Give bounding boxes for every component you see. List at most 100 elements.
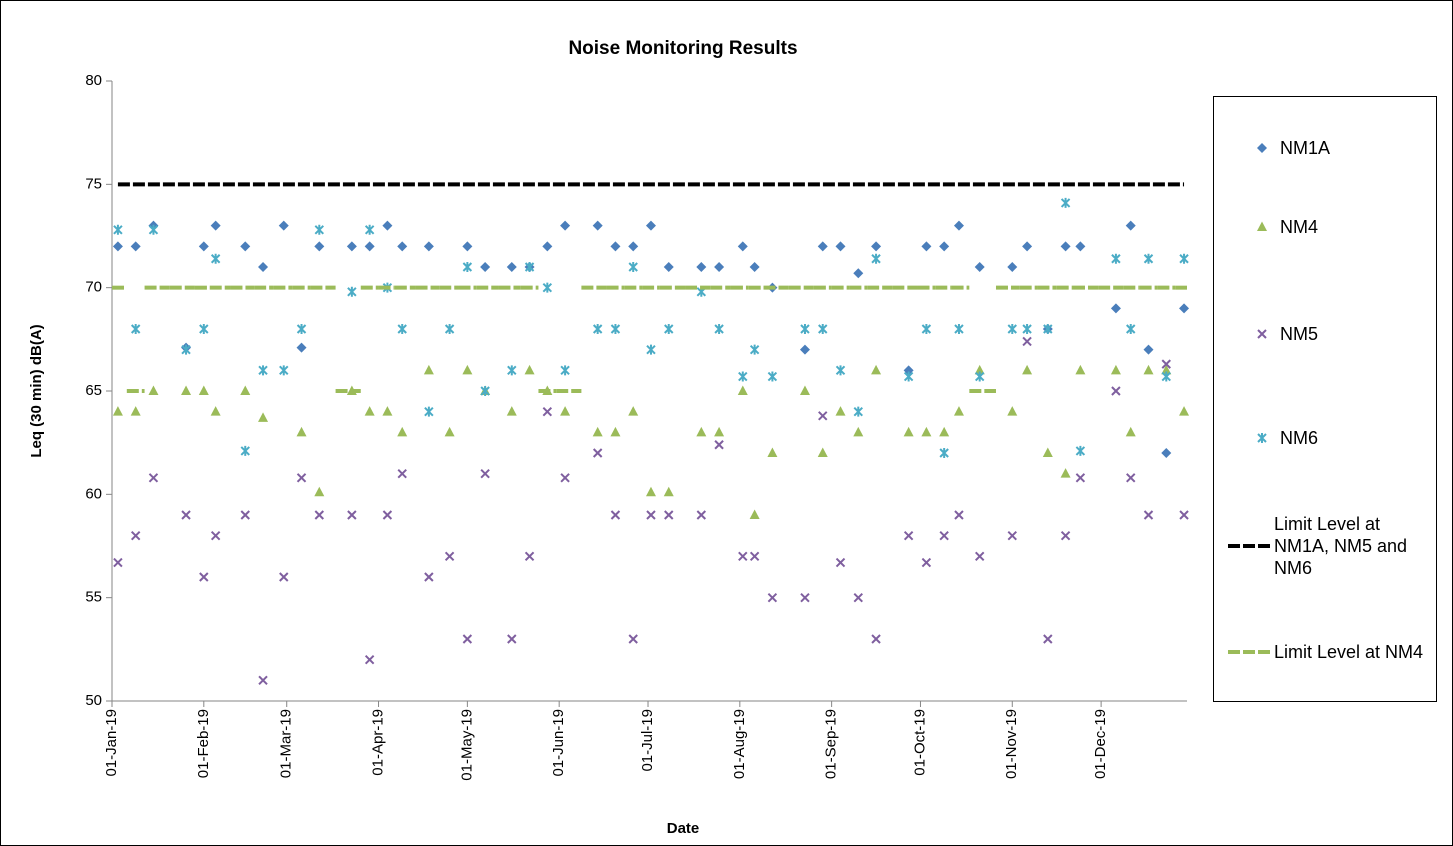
point	[258, 412, 269, 422]
point	[1161, 371, 1171, 382]
point	[714, 440, 724, 450]
point	[835, 365, 846, 376]
point	[1126, 324, 1136, 334]
point	[258, 262, 269, 272]
point	[199, 572, 209, 582]
point	[939, 530, 949, 541]
point	[480, 262, 491, 272]
point	[1060, 197, 1071, 208]
x-tick-label: 01-Jan-19	[103, 709, 120, 777]
legend-swatch	[1257, 143, 1267, 153]
x-tick-label: 01-Sep-19	[823, 709, 840, 779]
point	[397, 426, 408, 437]
point	[1043, 324, 1053, 334]
point	[507, 365, 517, 376]
point	[1179, 406, 1190, 416]
point	[444, 324, 455, 334]
point	[382, 220, 393, 231]
x-tick-label: 01-Dec-19	[1092, 709, 1109, 779]
point	[240, 241, 251, 252]
point	[939, 426, 950, 437]
y-tick-label: 55	[85, 589, 102, 606]
legend-label: NM4	[1280, 217, 1319, 237]
point	[296, 426, 307, 437]
point	[148, 385, 159, 395]
point	[903, 426, 914, 437]
point	[646, 344, 656, 355]
point	[817, 241, 828, 252]
point	[542, 241, 553, 252]
point	[524, 262, 535, 272]
point	[1257, 433, 1267, 443]
point	[1007, 324, 1017, 334]
point	[240, 510, 250, 520]
point	[1161, 359, 1171, 369]
point	[921, 557, 932, 568]
point	[462, 262, 473, 272]
point	[853, 592, 863, 603]
point	[646, 510, 656, 520]
point	[181, 344, 191, 355]
point	[1022, 336, 1032, 347]
point	[1257, 143, 1267, 153]
point	[696, 510, 707, 520]
y-tick-label: 75	[85, 175, 102, 192]
point	[278, 220, 289, 231]
point	[1075, 473, 1086, 483]
point	[592, 324, 603, 334]
point	[645, 220, 656, 231]
point	[767, 592, 778, 603]
legend-swatch	[1228, 544, 1272, 548]
point	[364, 241, 375, 252]
point	[364, 406, 375, 416]
point	[279, 572, 289, 582]
point	[664, 510, 674, 520]
point	[397, 241, 408, 252]
point	[800, 324, 810, 334]
point	[397, 324, 407, 334]
point	[974, 364, 985, 375]
point	[871, 241, 882, 252]
point	[382, 510, 393, 520]
point	[364, 654, 375, 665]
point	[258, 675, 268, 686]
point	[1257, 329, 1267, 339]
point	[423, 364, 434, 375]
legend-entry: NM1A	[1218, 137, 1433, 159]
point	[210, 406, 221, 416]
point	[314, 486, 325, 497]
x-tick-label: 01-Oct-19	[911, 709, 928, 776]
legend-label: Limit Level at NM1A, NM5 and NM6	[1274, 514, 1408, 578]
legend-entry: Limit Level at NM4	[1218, 641, 1433, 663]
point	[524, 364, 535, 375]
point	[296, 342, 307, 353]
point	[506, 406, 517, 416]
point	[1075, 364, 1086, 375]
point	[1022, 241, 1033, 252]
point	[1110, 364, 1121, 375]
point	[664, 324, 674, 334]
point	[714, 426, 725, 437]
x-tick-label: 01-Feb-19	[195, 709, 212, 778]
point	[714, 324, 724, 334]
point	[749, 344, 760, 355]
point	[258, 365, 268, 376]
point	[738, 371, 748, 382]
point	[749, 262, 760, 272]
point	[610, 241, 621, 252]
point	[799, 344, 810, 355]
point	[1179, 303, 1190, 314]
point	[210, 253, 221, 264]
point	[296, 473, 307, 483]
point	[1007, 262, 1018, 272]
legend-label: NM1A	[1280, 138, 1331, 158]
point	[1179, 253, 1189, 264]
point	[800, 592, 810, 603]
point	[130, 241, 141, 252]
y-tick-label: 60	[85, 485, 102, 502]
point	[737, 385, 748, 395]
point	[749, 551, 760, 562]
point	[347, 286, 357, 297]
point	[1126, 473, 1136, 483]
